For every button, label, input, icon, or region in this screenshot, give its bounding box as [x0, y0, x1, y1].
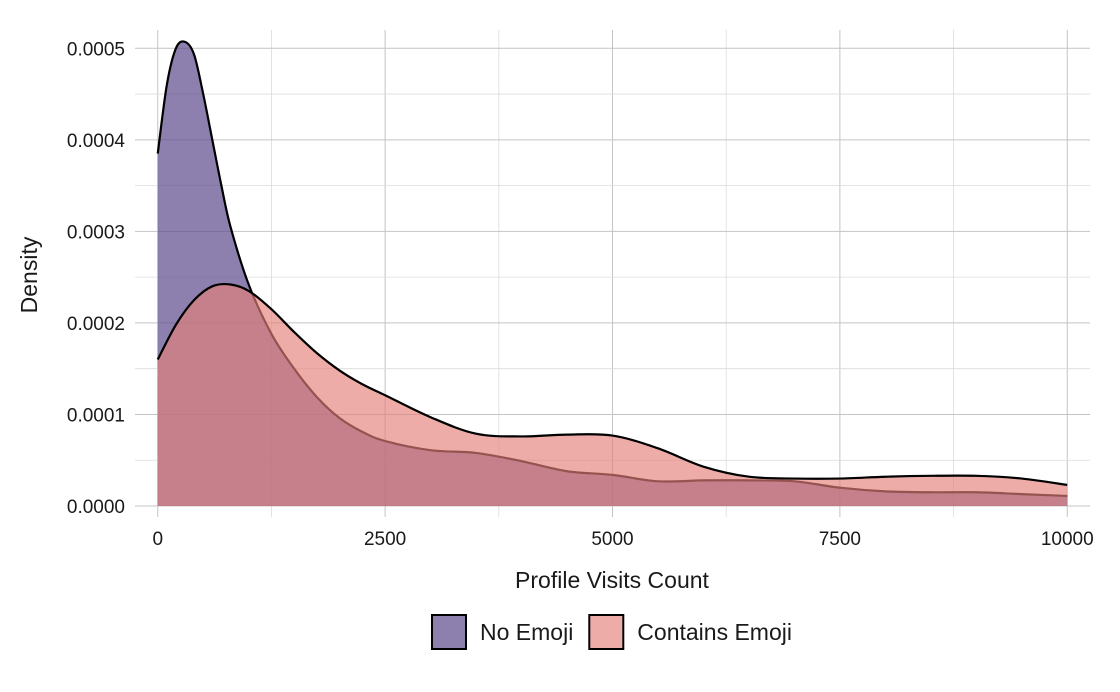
legend-item: No Emoji [431, 614, 573, 650]
x-tick-label: 7500 [819, 529, 861, 550]
y-tick-label: 0.0005 [67, 39, 125, 60]
y-axis-title: Density [16, 236, 42, 313]
y-tick-label: 0.0000 [67, 497, 125, 518]
density-areas [156, 40, 1068, 507]
contains-emoji-density-area [157, 284, 1068, 507]
x-tick-label: 5000 [591, 529, 633, 550]
legend-label: No Emoji [480, 619, 573, 645]
y-tick-label: 0.0004 [67, 131, 126, 152]
x-tick-label: 0 [152, 529, 163, 550]
y-tick-label: 0.0003 [67, 222, 125, 243]
legend-item: Contains Emoji [588, 614, 792, 650]
legend-label: Contains Emoji [637, 619, 792, 645]
x-tick-label: 10000 [1041, 529, 1094, 550]
x-tick-label: 2500 [364, 529, 406, 550]
y-tick-label: 0.0002 [67, 314, 125, 335]
y-axis-ticks: 0.0000 0.0001 0.0002 0.0003 0.0004 0.0005 [67, 39, 126, 518]
legend-swatch [588, 614, 625, 650]
legend: No Emoji Contains Emoji [431, 614, 792, 650]
x-axis-ticks: 0 2500 5000 7500 10000 [152, 529, 1093, 550]
contains-emoji-density-line [156, 282, 1068, 487]
x-axis-title: Profile Visits Count [515, 567, 709, 593]
y-tick-label: 0.0001 [67, 405, 125, 426]
legend-swatch [431, 614, 467, 650]
